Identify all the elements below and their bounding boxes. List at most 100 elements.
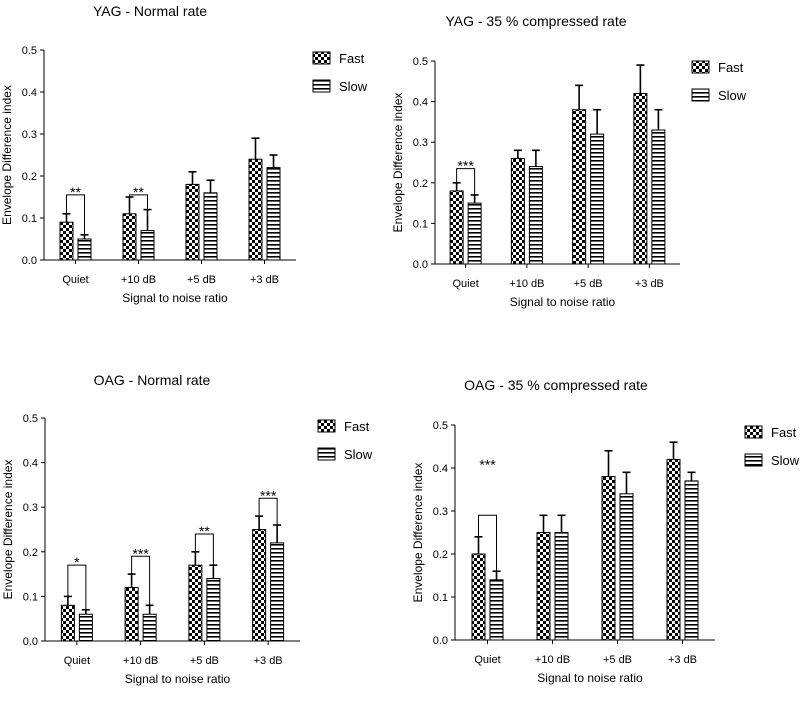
y-tick-label: 0.1 [22, 213, 37, 225]
bar-fast [449, 190, 464, 265]
x-tick-label: +10 dB [509, 278, 544, 290]
bar-slow [77, 238, 92, 261]
legend-swatch-slow [744, 453, 763, 467]
bar-fast [188, 564, 203, 642]
bar-fast [60, 604, 75, 642]
significance-bracket [66, 194, 85, 235]
significance-bracket [478, 514, 497, 572]
y-tick-label: 0.4 [22, 87, 37, 99]
chart-title: YAG - Normal rate [93, 3, 207, 19]
x-tick-label: Quiet [62, 274, 88, 286]
bar-fast [185, 183, 200, 261]
chart-title: YAG - 35 % compressed rate [445, 13, 626, 29]
y-tick-label: 0.5 [23, 413, 38, 425]
x-axis-label: Signal to noise ratio [510, 295, 616, 309]
x-tick-label: +5 dB [574, 278, 603, 290]
bar-fast [633, 92, 648, 265]
legend-label-fast: Fast [771, 425, 797, 440]
bar-slow [270, 542, 285, 642]
chart-title: OAG - Normal rate [94, 372, 211, 388]
x-axis-label: Signal to noise ratio [122, 291, 228, 305]
bar-slow [142, 613, 157, 642]
x-tick-label: +3 dB [668, 654, 697, 666]
legend-swatch-slow [691, 88, 710, 102]
x-tick-label: +5 dB [187, 274, 216, 286]
significance-label: * [74, 554, 80, 570]
bar-slow [528, 166, 543, 265]
x-tick-label: Quiet [452, 278, 478, 290]
significance-label: ** [133, 184, 144, 200]
bar-fast [572, 109, 587, 265]
x-tick-label: +3 dB [254, 655, 283, 667]
bar-slow [651, 129, 666, 265]
bar-slow [489, 579, 504, 641]
y-tick-label: 0.5 [433, 420, 448, 432]
bar-fast [122, 213, 137, 261]
legend-label-slow: Slow [718, 88, 747, 103]
bar-fast [471, 553, 486, 641]
chart-panel-4: OAG - 35 % compressed rate 0.0 0.1 0.2 0.3 0.… [411, 377, 800, 685]
bar-slow [467, 202, 482, 265]
y-tick-label: 0.3 [433, 506, 448, 518]
significance-label: *** [132, 545, 149, 561]
x-tick-label: Quiet [64, 655, 90, 667]
legend-label-slow: Slow [344, 447, 373, 462]
x-tick-label: +3 dB [250, 274, 279, 286]
y-tick-label: 0.0 [413, 259, 428, 271]
bar-fast [666, 458, 681, 641]
bar-fast [248, 158, 263, 261]
bar-fast [59, 221, 74, 261]
bar-fast [510, 157, 525, 265]
bar-slow [684, 480, 699, 641]
legend-swatch-fast [317, 419, 336, 433]
significance-label: ** [70, 184, 81, 200]
legend-swatch-fast [691, 60, 710, 74]
y-axis-label: Envelope Difference index [411, 463, 425, 603]
y-tick-label: 0.4 [413, 97, 428, 109]
y-tick-label: 0.2 [433, 549, 448, 561]
bar-slow [619, 493, 634, 641]
significance-label: *** [457, 158, 474, 174]
y-tick-label: 0.0 [22, 255, 37, 267]
legend-label-slow: Slow [339, 79, 368, 94]
significance-label: *** [479, 457, 496, 473]
x-tick-label: +10 dB [121, 274, 156, 286]
y-tick-label: 0.4 [433, 463, 448, 475]
bar-slow [266, 167, 281, 261]
y-axis-label: Envelope Difference index [391, 93, 405, 233]
bar-fast [124, 586, 139, 642]
y-tick-label: 0.0 [433, 635, 448, 647]
y-tick-label: 0.2 [413, 178, 428, 190]
chart-title: OAG - 35 % compressed rate [464, 377, 648, 393]
bar-slow [140, 230, 155, 261]
legend-swatch-fast [312, 51, 331, 65]
bar-fast [536, 532, 551, 641]
significance-bracket [456, 168, 476, 195]
x-tick-label: +10 dB [535, 654, 570, 666]
chart-panel-2: YAG - 35 % compressed rate 0.0 0.1 0.2 0.3 0.… [391, 13, 747, 309]
significance-bracket [129, 194, 148, 210]
bar-slow [554, 532, 569, 641]
x-axis-label: Signal to noise ratio [125, 672, 231, 686]
bar-slow [78, 613, 93, 642]
x-tick-label: Quiet [474, 654, 500, 666]
y-tick-label: 0.5 [413, 56, 428, 68]
significance-label: ** [199, 523, 210, 539]
bar-fast [252, 529, 267, 642]
chart-panel-3: OAG - Normal rate 0.0 0.1 0.2 0.3 0.4 0.5 Envel… [1, 372, 373, 686]
x-tick-label: +5 dB [190, 655, 219, 667]
legend-label-fast: Fast [344, 419, 370, 434]
bar-slow [206, 578, 221, 642]
y-tick-label: 0.0 [23, 636, 38, 648]
legend-swatch-slow [312, 79, 331, 93]
y-tick-label: 0.2 [22, 171, 37, 183]
legend-label-fast: Fast [718, 60, 744, 75]
legend-label-fast: Fast [339, 51, 365, 66]
y-tick-label: 0.1 [23, 591, 38, 603]
significance-bracket [131, 555, 151, 606]
x-tick-label: +5 dB [603, 654, 632, 666]
x-axis-label: Signal to noise ratio [537, 671, 643, 685]
bar-slow [203, 192, 218, 261]
significance-bracket [194, 533, 214, 566]
